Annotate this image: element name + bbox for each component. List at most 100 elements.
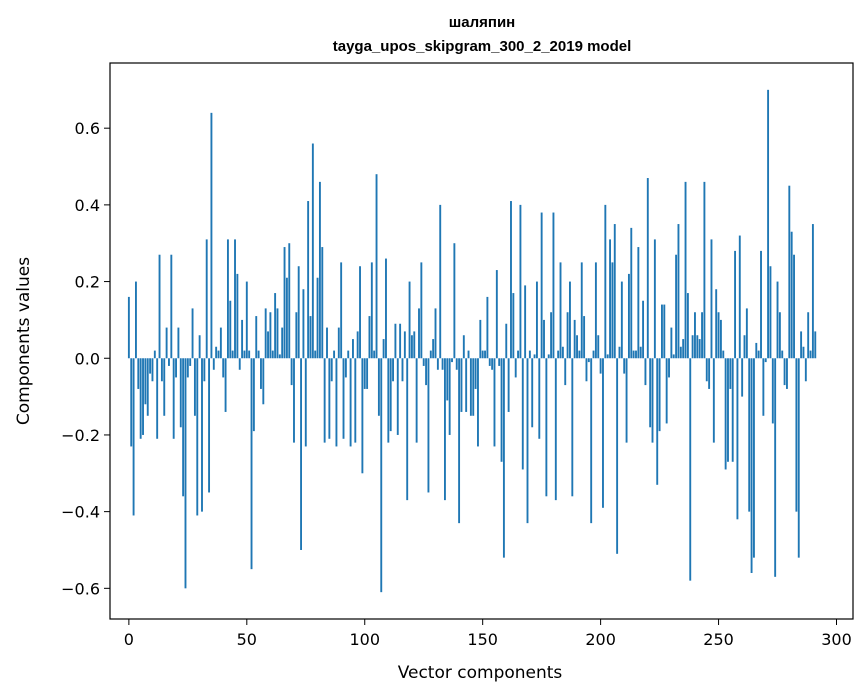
- bar: [189, 358, 192, 366]
- bar: [212, 358, 215, 370]
- bar: [604, 204, 607, 359]
- bar: [559, 262, 562, 359]
- bar: [146, 358, 149, 416]
- bar: [613, 224, 616, 359]
- bar: [257, 350, 260, 359]
- bar: [802, 346, 805, 359]
- bar: [717, 312, 720, 359]
- bar: [408, 281, 411, 359]
- bar: [507, 358, 510, 412]
- bar: [715, 289, 718, 359]
- bar: [366, 358, 369, 389]
- chart-subtitle: tayga_upos_skipgram_300_2_2019 model: [333, 38, 632, 55]
- bar: [635, 350, 637, 359]
- bar: [677, 224, 680, 359]
- bar: [519, 204, 522, 359]
- bar: [300, 358, 302, 550]
- bar: [281, 327, 284, 359]
- bar: [656, 358, 659, 485]
- bar: [226, 239, 229, 359]
- bar: [795, 358, 798, 512]
- bar: [790, 231, 793, 359]
- bar: [670, 327, 673, 359]
- y-tick-label: −0.4: [61, 503, 100, 522]
- bar: [486, 296, 489, 359]
- bar: [444, 358, 446, 501]
- bar: [191, 308, 194, 359]
- bar: [130, 358, 133, 447]
- bar: [811, 224, 814, 359]
- x-tick-label: 150: [467, 630, 498, 649]
- bar: [271, 350, 274, 359]
- bar: [533, 354, 536, 359]
- bar: [658, 358, 661, 432]
- bar: [368, 316, 371, 359]
- bar: [594, 262, 597, 359]
- bar: [814, 331, 817, 359]
- x-tick-label: 200: [585, 630, 616, 649]
- bar: [385, 258, 387, 359]
- bar: [182, 358, 185, 497]
- bar: [222, 358, 225, 378]
- x-tick-label: 100: [349, 630, 380, 649]
- bar: [684, 181, 687, 359]
- bar: [729, 358, 732, 389]
- bar: [234, 239, 236, 359]
- bar: [418, 308, 420, 359]
- bar: [344, 358, 347, 378]
- bar: [477, 358, 479, 447]
- x-axis-label: Vector components: [398, 663, 563, 683]
- bar: [429, 350, 432, 359]
- bar: [514, 358, 517, 378]
- bar: [672, 354, 675, 359]
- bar: [427, 358, 430, 493]
- bar: [644, 358, 647, 386]
- bar: [156, 358, 159, 439]
- bar: [540, 212, 543, 359]
- bar: [446, 358, 449, 401]
- bar: [797, 358, 800, 558]
- bar: [238, 358, 241, 370]
- bar: [771, 358, 774, 424]
- bar: [776, 281, 779, 359]
- bar: [236, 273, 239, 359]
- bar: [531, 358, 534, 428]
- bar: [436, 358, 439, 370]
- bar: [309, 316, 312, 359]
- bar: [455, 358, 458, 370]
- bar: [210, 112, 213, 359]
- bar: [576, 335, 578, 359]
- bar: [800, 331, 803, 359]
- bar: [467, 350, 470, 359]
- bar: [611, 262, 614, 359]
- bar: [231, 350, 234, 359]
- bar: [448, 358, 451, 435]
- bar: [451, 358, 453, 363]
- bar: [248, 350, 251, 359]
- bar: [637, 247, 640, 359]
- bar: [484, 350, 486, 359]
- bar: [215, 346, 218, 359]
- bar: [569, 281, 571, 359]
- bar: [609, 239, 611, 359]
- bar: [474, 358, 477, 389]
- bar: [557, 350, 560, 359]
- bar: [245, 281, 248, 359]
- bar: [764, 358, 767, 363]
- bar: [302, 289, 305, 359]
- bar: [510, 201, 512, 359]
- bar: [521, 358, 524, 470]
- bar: [578, 350, 581, 359]
- y-tick-label: 0.0: [75, 349, 100, 368]
- bar: [219, 327, 222, 359]
- bar: [682, 339, 685, 359]
- bar: [712, 358, 715, 443]
- bar: [363, 358, 366, 389]
- bar: [550, 312, 553, 359]
- bar: [285, 277, 288, 359]
- bar: [755, 342, 758, 359]
- bar: [663, 304, 666, 359]
- bar: [370, 262, 373, 359]
- bar: [498, 358, 501, 366]
- bar: [738, 235, 741, 359]
